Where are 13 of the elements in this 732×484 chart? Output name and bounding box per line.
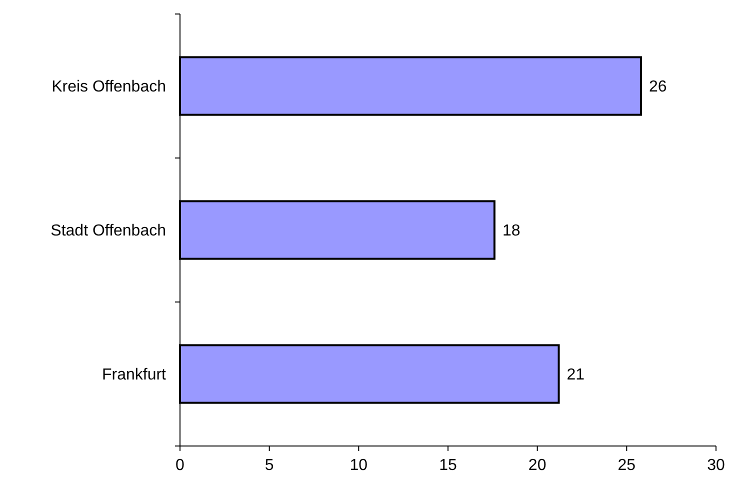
x-tick-label: 20 <box>528 457 546 474</box>
data-label: 26 <box>648 78 667 96</box>
y-tick-label: Frankfurt <box>102 366 167 384</box>
x-tick-label: 0 <box>176 457 185 474</box>
x-tick-label: 30 <box>707 457 725 474</box>
x-tick-label: 5 <box>264 457 274 474</box>
y-tick-label: Stadt Offenbach <box>50 222 166 240</box>
y-tick-label: Kreis Offenbach <box>52 78 166 96</box>
x-tick-label: 25 <box>618 457 636 474</box>
x-tick-label: 15 <box>439 457 457 474</box>
x-tick-label: 10 <box>350 457 368 474</box>
data-label: 21 <box>566 366 585 384</box>
data-label: 18 <box>502 222 520 240</box>
